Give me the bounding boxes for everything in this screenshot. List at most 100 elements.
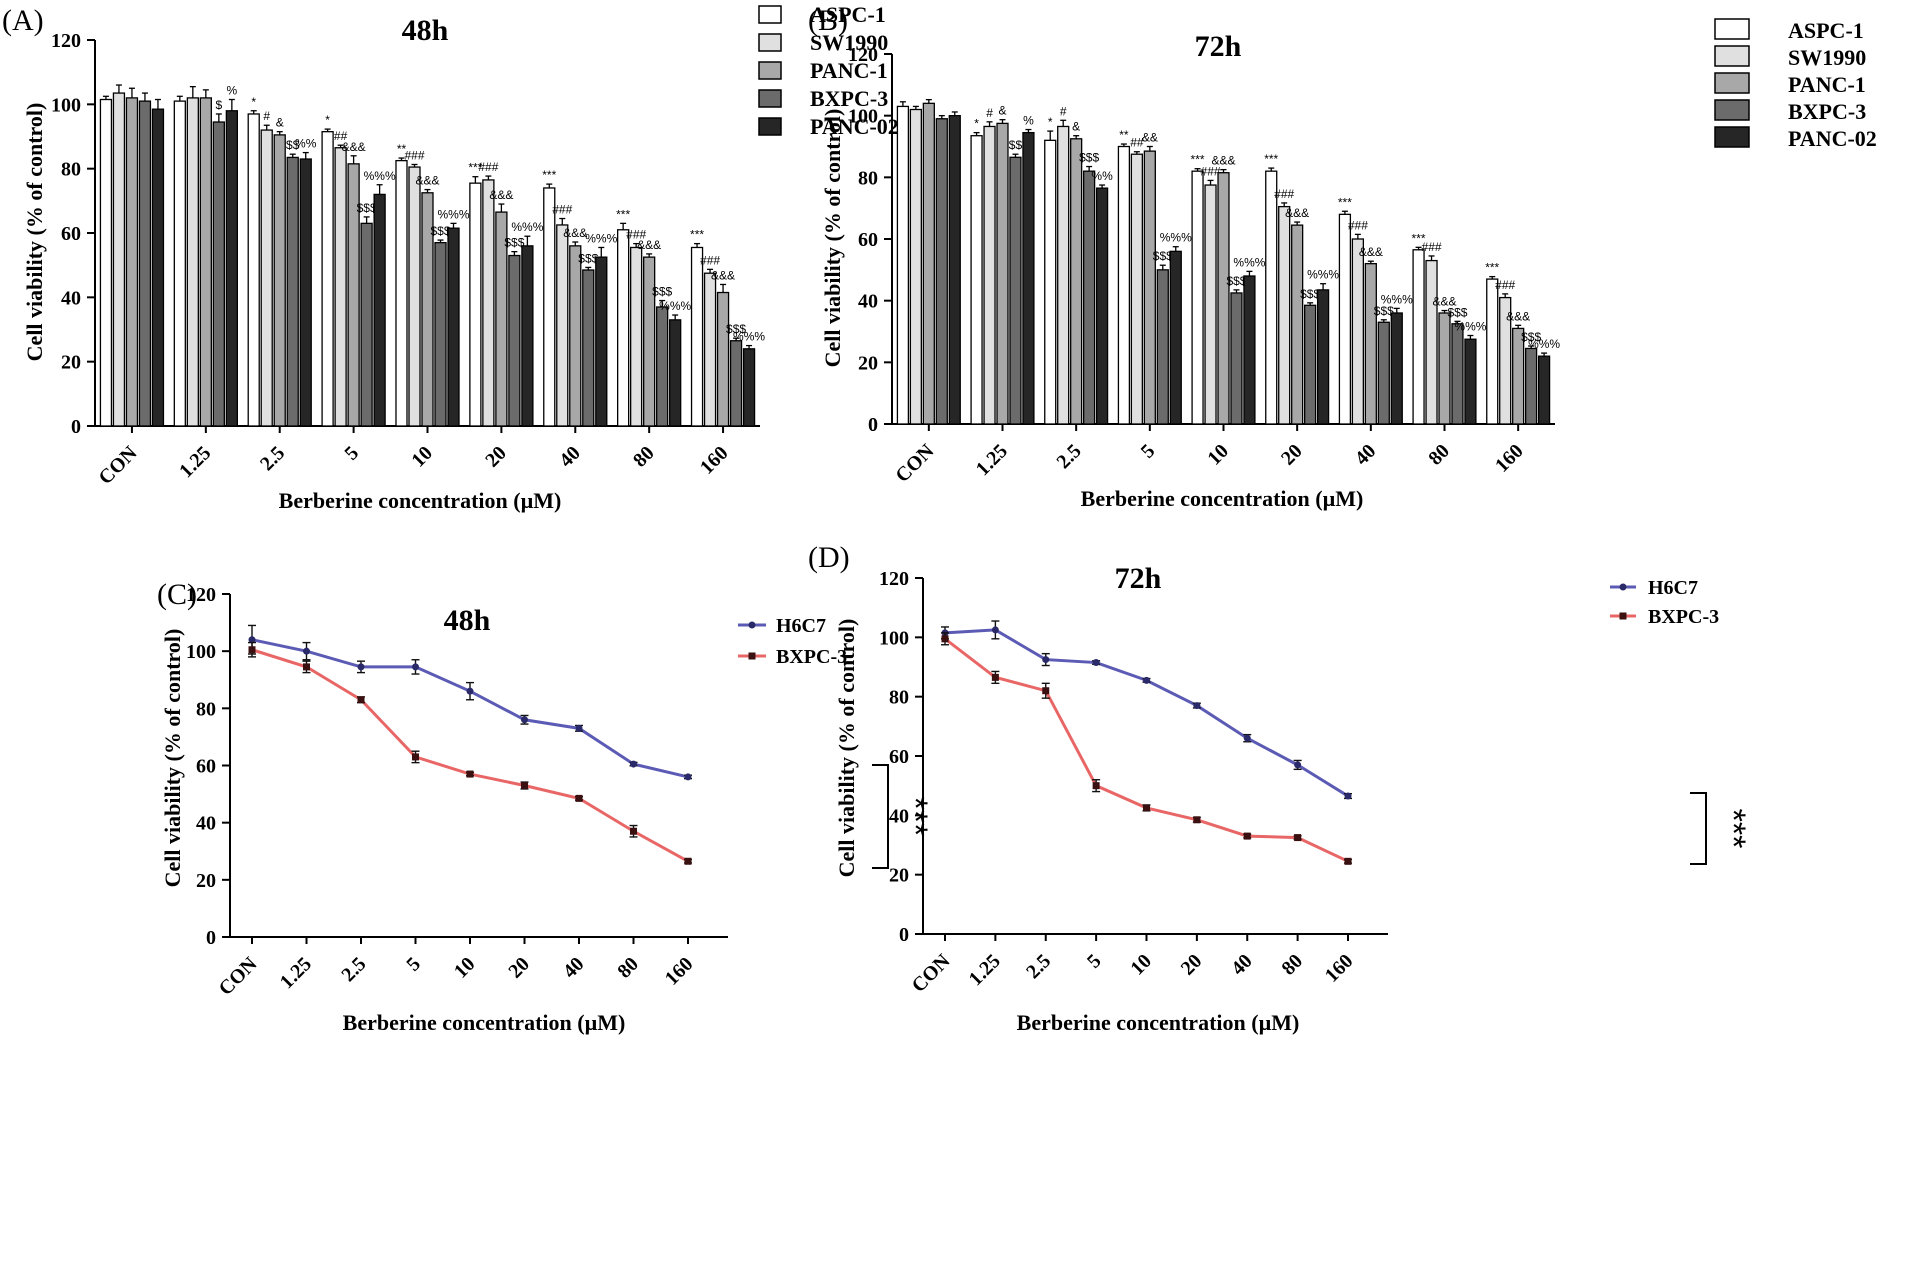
y-tick-label: 100 bbox=[186, 641, 216, 663]
significance-label: $$$ bbox=[1153, 249, 1173, 263]
significance-bracket bbox=[1690, 792, 1707, 865]
x-tick-label: CON bbox=[215, 953, 262, 1000]
y-tick-label: 80 bbox=[196, 698, 216, 720]
x-tick-label: 20 bbox=[504, 953, 534, 983]
legend-swatch bbox=[758, 5, 782, 24]
significance-label: ### bbox=[552, 203, 572, 217]
bar-bxpc-3 bbox=[1009, 156, 1022, 425]
point-bxpc-3 bbox=[1294, 834, 1302, 842]
y-tick-label: 20 bbox=[61, 352, 81, 374]
significance-label: &&& bbox=[1432, 295, 1456, 309]
point-bxpc-3 bbox=[630, 827, 637, 835]
significance-label: ### bbox=[1422, 240, 1442, 254]
bar-sw1990 bbox=[186, 97, 199, 427]
y-tick-label: 100 bbox=[848, 106, 878, 128]
bar-panc-02 bbox=[447, 227, 460, 427]
bar-panc-1 bbox=[199, 97, 212, 427]
y-tick-label: 40 bbox=[889, 805, 909, 827]
x-tick-label: 160 bbox=[661, 953, 698, 990]
significance-label: %%% bbox=[438, 207, 470, 221]
significance-label: # bbox=[263, 109, 270, 123]
chart-title: 72h bbox=[1115, 562, 1162, 595]
significance-label: %%% bbox=[733, 330, 765, 344]
legend-label: PANC-1 bbox=[810, 58, 888, 83]
chart-title: 72h bbox=[1195, 30, 1242, 63]
x-tick-label: 2.5 bbox=[256, 442, 289, 475]
significance-label: &&& bbox=[637, 238, 661, 252]
significance-label: & bbox=[1072, 120, 1080, 134]
x-tick-label: 2.5 bbox=[337, 953, 370, 986]
bar-bxpc-3 bbox=[935, 118, 948, 425]
bar-panc-1 bbox=[716, 291, 730, 427]
bar-panc-02 bbox=[299, 158, 312, 427]
significance-label: $$$ bbox=[652, 285, 672, 299]
x-tick-label: 5 bbox=[1137, 440, 1160, 463]
x-tick-label: 80 bbox=[629, 442, 659, 472]
bar-bxpc-3 bbox=[138, 100, 152, 427]
x-tick-label: 20 bbox=[481, 442, 511, 472]
y-tick-label: 0 bbox=[899, 924, 909, 946]
legend-marker bbox=[748, 621, 756, 629]
legend-swatch bbox=[1714, 18, 1750, 40]
y-tick-label: 0 bbox=[206, 927, 216, 949]
significance-label: %%% bbox=[1528, 337, 1560, 351]
x-tick-label: 10 bbox=[407, 442, 437, 472]
significance-label: *** bbox=[616, 207, 630, 221]
significance-label: $$$ bbox=[430, 224, 450, 238]
x-tick-label: 5 bbox=[1083, 950, 1106, 973]
bar-panc-02 bbox=[1169, 250, 1182, 425]
significance-label: *** bbox=[690, 228, 704, 242]
significance-label: %% bbox=[295, 137, 317, 151]
significance-label: %%% bbox=[1160, 231, 1192, 245]
bar-aspc-1 bbox=[617, 229, 630, 427]
bar-panc-02 bbox=[595, 256, 608, 427]
y-tick-label: 120 bbox=[848, 44, 878, 66]
point-h6c7 bbox=[1243, 734, 1251, 742]
bar-panc-02 bbox=[948, 115, 961, 425]
bar-aspc-1 bbox=[395, 159, 408, 427]
x-axis-title: Berberine concentration (µM) bbox=[1017, 1010, 1300, 1035]
bar-panc-02 bbox=[151, 108, 165, 427]
y-tick-label: 60 bbox=[61, 223, 81, 245]
significance-label: *** bbox=[1714, 809, 1752, 849]
series-line-bxpc-3 bbox=[944, 637, 1349, 863]
panel-b: (B) 72h 0 20 40 60 80 100 120 CON 1.25 2.5 5 10 20 40 80… bbox=[808, 4, 1877, 511]
y-tick-label: 120 bbox=[51, 30, 81, 52]
bar-panc-1 bbox=[643, 256, 656, 427]
legend-label: ASPC-1 bbox=[810, 2, 886, 27]
significance-label: % bbox=[227, 84, 238, 98]
significance-label: ** bbox=[1119, 128, 1129, 142]
bar-bxpc-3 bbox=[1451, 323, 1464, 425]
panel-letter: (C) bbox=[157, 578, 197, 611]
point-bxpc-3 bbox=[575, 794, 583, 802]
point-h6c7 bbox=[1193, 702, 1201, 710]
x-tick-label: 160 bbox=[1321, 950, 1358, 987]
significance-label: %%% bbox=[1307, 268, 1339, 282]
x-tick-label: 1.25 bbox=[276, 953, 316, 993]
x-tick-label: 1.25 bbox=[175, 442, 215, 482]
legend-marker bbox=[748, 652, 756, 660]
significance-label: $$$ bbox=[1447, 305, 1467, 319]
point-h6c7 bbox=[684, 773, 692, 781]
bar-sw1990 bbox=[482, 179, 495, 427]
point-bxpc-3 bbox=[991, 673, 999, 681]
x-tick-label: 40 bbox=[1227, 950, 1257, 980]
significance-label: ### bbox=[1348, 218, 1368, 232]
bar-sw1990 bbox=[1278, 205, 1291, 425]
bar-panc-1 bbox=[1217, 172, 1230, 425]
bar-aspc-1 bbox=[1412, 249, 1425, 425]
x-tick-label: CON bbox=[891, 440, 938, 487]
bar-panc-1 bbox=[273, 134, 286, 427]
x-tick-label: 5 bbox=[341, 442, 364, 465]
bar-panc-1 bbox=[1143, 150, 1156, 425]
bar-aspc-1 bbox=[321, 131, 334, 427]
bar-panc-1 bbox=[922, 102, 935, 425]
significance-label: * bbox=[1048, 115, 1053, 129]
bar-aspc-1 bbox=[896, 105, 910, 425]
bar-sw1990 bbox=[909, 108, 923, 425]
significance-label: ** bbox=[397, 142, 407, 156]
significance-label: &&& bbox=[415, 174, 439, 188]
significance-label: *** bbox=[1338, 195, 1352, 209]
bar-panc-02 bbox=[1022, 131, 1035, 425]
significance-label: &&& bbox=[489, 188, 513, 202]
